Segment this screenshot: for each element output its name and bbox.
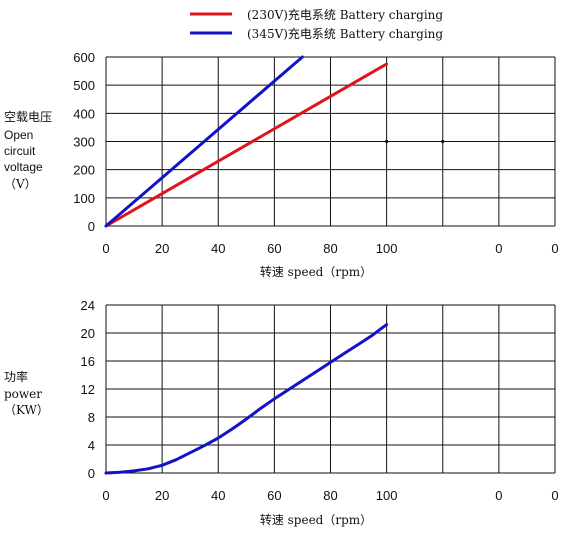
voltage-x-axis-title: 转速 speed（rpm） — [260, 264, 372, 279]
legend-label-345v: (345V)充电系统 Battery charging — [247, 26, 443, 41]
voltage-grid — [105, 56, 556, 227]
voltage-x-tick-label: 80 — [323, 241, 337, 256]
power-y-tick-label: 12 — [81, 382, 95, 397]
voltage-ylabel-line-1: 空载电压 — [4, 110, 52, 124]
power-y-tick-label: 24 — [81, 298, 95, 313]
voltage-y-tick-label: 100 — [73, 191, 95, 206]
voltage-y-tick-label: 500 — [73, 78, 95, 93]
voltage-x-tick-label: 60 — [267, 241, 281, 256]
power-x-tick-label: 100 — [376, 488, 398, 503]
voltage-y-tick-label: 400 — [73, 106, 95, 121]
voltage-y-tick-label: 600 — [73, 50, 95, 65]
voltage-series-line-0 — [104, 62, 389, 228]
voltage-point-marker — [441, 139, 445, 144]
voltage-x-tick-label: 20 — [155, 241, 169, 256]
voltage-series-line-1 — [104, 55, 304, 228]
power-y-axis-title: 功率 power （KW） — [4, 369, 49, 417]
voltage-ylabel-line-3: circuit — [4, 144, 36, 158]
power-x-tick-label: 20 — [155, 488, 169, 503]
power-y-tick-label: 20 — [81, 326, 95, 341]
power-ylabel-line-3: （KW） — [4, 403, 49, 417]
power-ylabel-line-1: 功率 — [4, 369, 28, 384]
voltage-x-tick-label: 0 — [495, 241, 502, 256]
voltage-x-tick-label: 100 — [376, 241, 398, 256]
voltage-ylabel-line-2: Open — [4, 128, 33, 142]
voltage-y-tick-label: 200 — [73, 163, 95, 178]
power-x-axis-title: 转速 speed（rpm） — [260, 512, 372, 527]
voltage-y-axis-title: 空载电压 Open circuit voltage （V） — [4, 110, 52, 191]
power-ylabel-line-2: power — [4, 387, 42, 401]
voltage-ylabel-line-4: voltage — [4, 160, 43, 174]
power-series-line-0 — [104, 323, 389, 475]
power-x-tick-label: 0 — [102, 488, 109, 503]
power-y-tick-label: 0 — [88, 466, 95, 481]
power-x-tick-label: 80 — [323, 488, 337, 503]
power-x-tick-label: 0 — [551, 488, 558, 503]
power-x-tick-label: 0 — [495, 488, 502, 503]
legend: (230V)充电系统 Battery charging (345V)充电系统 B… — [190, 7, 443, 41]
voltage-y-tick-label: 0 — [88, 219, 95, 234]
voltage-y-tick-label: 300 — [73, 135, 95, 150]
voltage-ylabel-line-5: （V） — [4, 177, 37, 191]
legend-label-230v: (230V)充电系统 Battery charging — [247, 7, 443, 22]
power-y-tick-label: 16 — [81, 354, 95, 369]
voltage-x-tick-label: 0 — [102, 241, 109, 256]
voltage-x-ticks: 0 20 40 60 80 100 0 0 — [102, 241, 558, 256]
voltage-y-ticks: 0 100 200 300 400 500 600 — [73, 50, 95, 234]
power-grid — [105, 304, 556, 474]
voltage-series — [104, 55, 389, 228]
power-x-ticks: 0 20 40 60 80 100 0 0 — [102, 488, 558, 503]
power-y-tick-label: 4 — [88, 438, 95, 453]
voltage-markers — [385, 139, 445, 144]
voltage-x-tick-label: 0 — [551, 241, 558, 256]
voltage-x-tick-label: 40 — [211, 241, 225, 256]
power-x-tick-label: 60 — [267, 488, 281, 503]
power-x-tick-label: 40 — [211, 488, 225, 503]
power-y-tick-label: 8 — [88, 410, 95, 425]
power-series — [104, 323, 389, 475]
voltage-point-marker — [385, 139, 389, 144]
power-y-ticks: 0 4 8 12 16 20 24 — [81, 298, 95, 481]
